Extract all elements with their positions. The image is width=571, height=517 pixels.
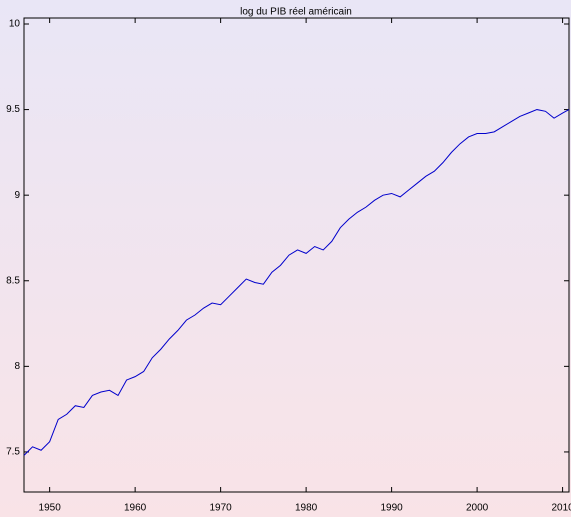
plot-frame [23,17,570,493]
chart-title: log du PIB réel américain [240,7,352,18]
x-tick-label: 2000 [466,503,489,514]
y-tick-label: 7.5 [6,447,20,458]
y-tick-label: 10 [9,19,21,30]
x-tick-label: 1980 [295,503,318,514]
x-tick-label: 1960 [124,503,147,514]
data-line [23,109,570,456]
y-tick-label: 9.5 [6,104,20,115]
y-tick-label: 8.5 [6,275,20,286]
x-tick-label: 1990 [380,503,403,514]
y-tick-label: 8 [14,361,20,372]
y-tick-label: 9 [14,190,20,201]
x-tick-label: 1970 [210,503,233,514]
x-tick-label: 2010 [551,503,571,514]
x-tick-label: 1950 [39,503,62,514]
